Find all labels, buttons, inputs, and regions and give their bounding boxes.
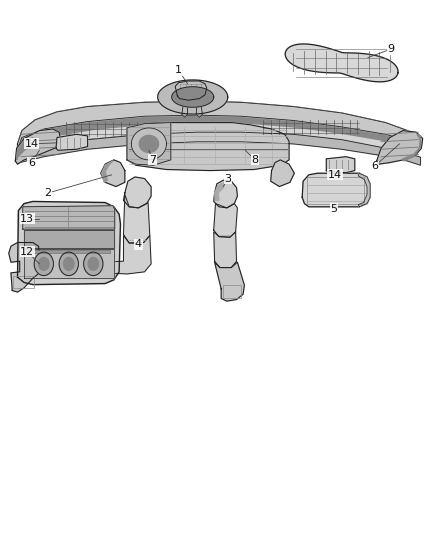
Polygon shape <box>214 204 237 237</box>
Circle shape <box>64 257 74 270</box>
Text: 2: 2 <box>45 188 52 198</box>
Polygon shape <box>124 177 151 208</box>
Text: 3: 3 <box>224 174 231 183</box>
Polygon shape <box>101 160 125 187</box>
Polygon shape <box>326 157 355 173</box>
Text: 14: 14 <box>25 139 39 149</box>
Polygon shape <box>196 100 202 117</box>
Text: 4: 4 <box>135 239 142 249</box>
Polygon shape <box>302 173 370 207</box>
Text: 7: 7 <box>149 155 156 165</box>
Text: 13: 13 <box>20 214 34 223</box>
Polygon shape <box>102 161 113 182</box>
Circle shape <box>39 257 49 270</box>
Polygon shape <box>285 44 398 82</box>
Polygon shape <box>18 101 420 156</box>
Polygon shape <box>18 132 420 165</box>
Polygon shape <box>214 232 237 268</box>
Circle shape <box>34 252 53 276</box>
Polygon shape <box>172 87 214 107</box>
Polygon shape <box>15 129 60 164</box>
Text: 9: 9 <box>388 44 395 54</box>
Polygon shape <box>215 262 244 301</box>
FancyBboxPatch shape <box>28 250 110 253</box>
Polygon shape <box>158 80 228 114</box>
Polygon shape <box>175 81 207 100</box>
Text: 6: 6 <box>371 161 378 171</box>
Polygon shape <box>377 131 423 164</box>
Polygon shape <box>77 236 151 274</box>
Text: 14: 14 <box>328 170 342 180</box>
Text: 5: 5 <box>330 204 337 214</box>
Circle shape <box>88 257 99 270</box>
Polygon shape <box>215 182 224 200</box>
Polygon shape <box>182 100 187 117</box>
Circle shape <box>84 252 103 276</box>
Polygon shape <box>17 138 33 160</box>
Polygon shape <box>403 134 420 161</box>
Polygon shape <box>24 249 114 278</box>
Text: 8: 8 <box>251 155 258 165</box>
Text: 12: 12 <box>20 247 34 256</box>
Polygon shape <box>56 134 88 150</box>
Polygon shape <box>23 206 115 229</box>
Text: 6: 6 <box>28 158 35 167</box>
Polygon shape <box>131 128 166 160</box>
Polygon shape <box>139 135 159 152</box>
Bar <box>13 276 34 288</box>
Polygon shape <box>271 160 294 187</box>
Polygon shape <box>20 260 77 275</box>
Polygon shape <box>22 107 416 145</box>
Polygon shape <box>18 101 420 149</box>
Polygon shape <box>9 243 39 292</box>
Polygon shape <box>358 173 370 207</box>
Polygon shape <box>214 180 237 208</box>
Polygon shape <box>18 201 120 285</box>
Circle shape <box>59 252 78 276</box>
Polygon shape <box>124 195 150 243</box>
Polygon shape <box>24 230 114 248</box>
Polygon shape <box>127 123 289 171</box>
Polygon shape <box>127 123 171 165</box>
Bar <box>223 285 241 298</box>
Text: 1: 1 <box>175 66 182 75</box>
